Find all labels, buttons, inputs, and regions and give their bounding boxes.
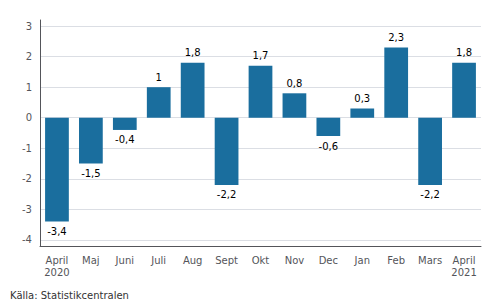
svg-text:Dec: Dec — [319, 255, 338, 266]
svg-text:-3: -3 — [22, 204, 32, 215]
svg-text:April: April — [46, 255, 69, 266]
svg-text:1,8: 1,8 — [456, 47, 472, 58]
svg-text:Mars: Mars — [418, 255, 442, 266]
svg-text:-1: -1 — [22, 143, 32, 154]
svg-text:-2,2: -2,2 — [217, 189, 237, 200]
svg-text:April: April — [453, 255, 476, 266]
svg-text:-1,5: -1,5 — [81, 168, 101, 179]
svg-text:2,3: 2,3 — [388, 32, 404, 43]
svg-text:2020: 2020 — [44, 267, 69, 278]
svg-text:Juni: Juni — [115, 255, 134, 266]
svg-text:Juli: Juli — [150, 255, 166, 266]
svg-text:Jan: Jan — [354, 255, 370, 266]
svg-text:0,8: 0,8 — [286, 78, 302, 89]
svg-text:-0,4: -0,4 — [115, 134, 135, 145]
svg-text:-4: -4 — [22, 234, 32, 245]
svg-text:0,3: 0,3 — [354, 93, 370, 104]
svg-text:Nov: Nov — [285, 255, 305, 266]
svg-text:1: 1 — [156, 72, 162, 83]
svg-text:-2: -2 — [22, 173, 32, 184]
svg-text:Maj: Maj — [82, 255, 100, 266]
svg-text:1,8: 1,8 — [185, 47, 201, 58]
svg-text:3: 3 — [26, 21, 32, 32]
svg-text:-3,4: -3,4 — [47, 226, 67, 237]
svg-text:Feb: Feb — [387, 255, 405, 266]
svg-text:Sept: Sept — [215, 255, 238, 266]
svg-text:2: 2 — [26, 51, 32, 62]
svg-text:0: 0 — [26, 112, 32, 123]
svg-text:-2,2: -2,2 — [420, 189, 440, 200]
svg-text:Aug: Aug — [183, 255, 203, 266]
svg-text:-0,6: -0,6 — [319, 141, 339, 152]
svg-text:Okt: Okt — [252, 255, 270, 266]
svg-text:Källa: Statistikcentralen: Källa: Statistikcentralen — [10, 290, 129, 301]
svg-text:2021: 2021 — [451, 267, 476, 278]
svg-text:1: 1 — [26, 82, 32, 93]
svg-text:1,7: 1,7 — [253, 50, 269, 61]
